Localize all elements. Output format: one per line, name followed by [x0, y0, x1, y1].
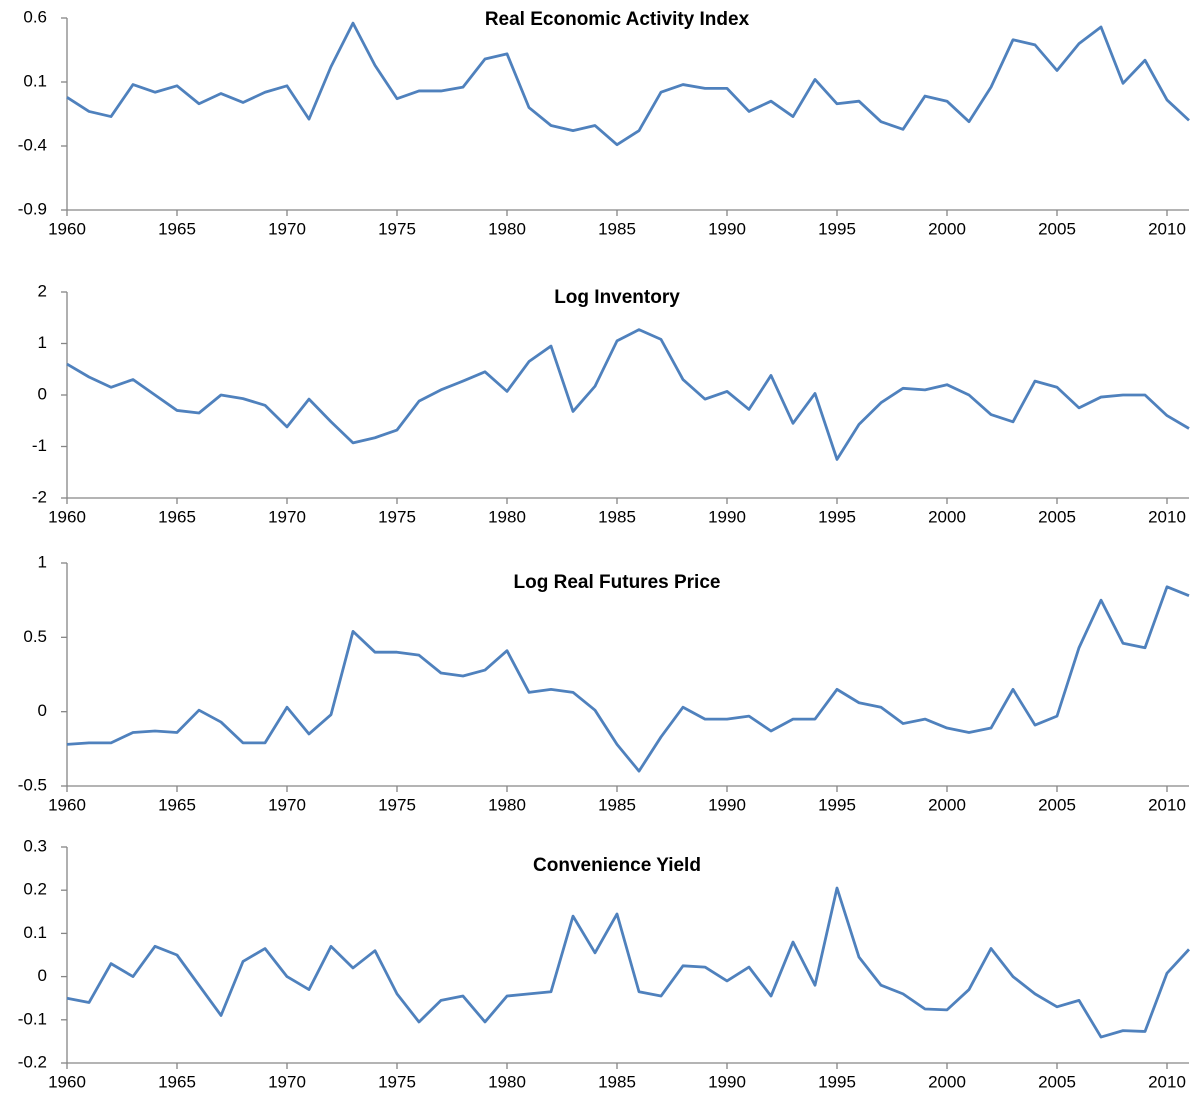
y-tick-label: -0.2 — [18, 1052, 47, 1071]
x-tick-label: 1970 — [268, 1072, 306, 1091]
x-tick-label: 1990 — [708, 795, 746, 814]
x-tick-label: 2010 — [1148, 507, 1186, 526]
x-tick-label: 2010 — [1148, 795, 1186, 814]
x-tick-label: 1960 — [48, 219, 86, 238]
y-tick-label: 0.5 — [23, 627, 47, 646]
x-tick-label: 1975 — [378, 507, 416, 526]
y-tick-label: 0.3 — [23, 836, 47, 855]
x-tick-label: 1980 — [488, 1072, 526, 1091]
x-tick-label: 1965 — [158, 507, 196, 526]
y-tick-label: 0 — [38, 701, 47, 720]
x-tick-label: 1960 — [48, 1072, 86, 1091]
x-tick-label: 1980 — [488, 507, 526, 526]
x-tick-label: 1995 — [818, 219, 856, 238]
x-tick-label: 1985 — [598, 507, 636, 526]
x-tick-label: 1965 — [158, 1072, 196, 1091]
x-tick-label: 1980 — [488, 795, 526, 814]
y-tick-label: -0.4 — [18, 135, 47, 154]
x-tick-label: 2010 — [1148, 1072, 1186, 1091]
x-tick-label: 2005 — [1038, 219, 1076, 238]
y-tick-label: -0.1 — [18, 1009, 47, 1028]
y-tick-label: 0 — [38, 966, 47, 985]
x-tick-label: 1975 — [378, 219, 416, 238]
x-tick-label: 1965 — [158, 219, 196, 238]
chart-title: Real Economic Activity Index — [485, 9, 750, 30]
y-tick-label: 1 — [38, 552, 47, 571]
y-tick-label: 0.6 — [23, 7, 47, 26]
x-tick-label: 2005 — [1038, 507, 1076, 526]
y-tick-label: 0.1 — [23, 71, 47, 90]
y-tick-label: -0.9 — [18, 199, 47, 218]
data-line — [66, 585, 1190, 773]
x-tick-label: 1985 — [598, 1072, 636, 1091]
y-tick-label: 0.2 — [23, 880, 47, 899]
x-tick-label: 2005 — [1038, 795, 1076, 814]
x-tick-label: 1990 — [708, 507, 746, 526]
chart-title: Convenience Yield — [533, 855, 701, 876]
chart-title: Log Real Futures Price — [514, 572, 721, 593]
data-line — [66, 21, 1190, 147]
x-tick-label: 1965 — [158, 795, 196, 814]
data-line — [66, 328, 1190, 461]
y-tick-label: 0.1 — [23, 923, 47, 942]
chart-title: Log Inventory — [554, 287, 680, 308]
y-tick-label: 0 — [38, 384, 47, 403]
x-tick-label: 1985 — [598, 795, 636, 814]
y-tick-label: -2 — [32, 487, 47, 506]
x-tick-label: 1995 — [818, 507, 856, 526]
x-tick-label: 2000 — [928, 795, 966, 814]
x-tick-label: 1985 — [598, 219, 636, 238]
x-tick-label: 1975 — [378, 1072, 416, 1091]
y-tick-label: 1 — [38, 333, 47, 352]
x-tick-label: 1995 — [818, 1072, 856, 1091]
x-tick-label: 1960 — [48, 507, 86, 526]
x-tick-label: 1960 — [48, 795, 86, 814]
x-tick-label: 1990 — [708, 219, 746, 238]
x-tick-label: 1970 — [268, 795, 306, 814]
x-tick-label: 2000 — [928, 1072, 966, 1091]
x-tick-label: 1970 — [268, 219, 306, 238]
x-tick-label: 2000 — [928, 219, 966, 238]
x-tick-label: 2000 — [928, 507, 966, 526]
x-tick-label: 1970 — [268, 507, 306, 526]
x-tick-label: 1990 — [708, 1072, 746, 1091]
x-tick-label: 1995 — [818, 795, 856, 814]
x-tick-label: 1975 — [378, 795, 416, 814]
y-tick-label: -0.5 — [18, 775, 47, 794]
x-tick-label: 2010 — [1148, 219, 1186, 238]
y-tick-label: -1 — [32, 436, 47, 455]
y-tick-label: 2 — [38, 281, 47, 300]
x-tick-label: 2005 — [1038, 1072, 1076, 1091]
data-line — [66, 886, 1191, 1039]
x-tick-label: 1980 — [488, 219, 526, 238]
